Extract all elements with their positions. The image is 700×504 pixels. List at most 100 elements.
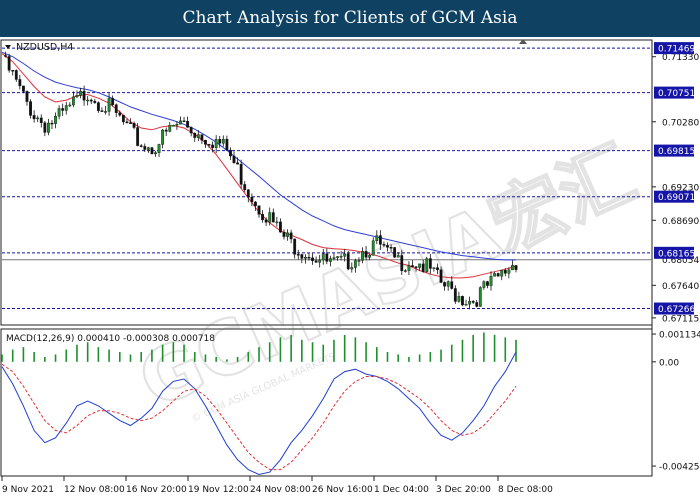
- candle-body[interactable]: [457, 296, 461, 302]
- candle-body[interactable]: [25, 91, 29, 102]
- candle-body[interactable]: [286, 232, 289, 237]
- candle-body[interactable]: [229, 149, 232, 157]
- candle-body[interactable]: [207, 144, 211, 146]
- chart-area[interactable]: GCMASIA宏汇 © GCM ASIA GLOBAL MARKETS 0.71…: [0, 37, 700, 500]
- candle-body[interactable]: [182, 120, 186, 123]
- candle-body[interactable]: [143, 146, 147, 150]
- candle-body[interactable]: [254, 201, 257, 206]
- candle-body[interactable]: [511, 265, 514, 271]
- candle-body[interactable]: [111, 98, 115, 105]
- candle-body[interactable]: [446, 281, 450, 287]
- candle-body[interactable]: [371, 240, 375, 256]
- candle-body[interactable]: [36, 117, 40, 120]
- candle-body[interactable]: [232, 155, 236, 163]
- candle-body[interactable]: [257, 205, 261, 215]
- candle-body[interactable]: [364, 251, 368, 258]
- candle-body[interactable]: [332, 257, 336, 259]
- candle-body[interactable]: [164, 129, 168, 132]
- candle-body[interactable]: [89, 99, 93, 102]
- candle-body[interactable]: [482, 281, 486, 288]
- candle-body[interactable]: [86, 99, 90, 102]
- candle-body[interactable]: [121, 114, 125, 123]
- candle-body[interactable]: [432, 267, 436, 269]
- candle-body[interactable]: [361, 251, 364, 261]
- candle-body[interactable]: [514, 265, 518, 270]
- candle-body[interactable]: [386, 245, 389, 248]
- candle-body[interactable]: [129, 122, 132, 124]
- candle-body[interactable]: [71, 96, 75, 106]
- candle-body[interactable]: [425, 258, 429, 272]
- candle-body[interactable]: [175, 123, 179, 126]
- candle-body[interactable]: [225, 138, 229, 151]
- candle-body[interactable]: [389, 247, 393, 249]
- candle-body[interactable]: [64, 105, 68, 111]
- candle-body[interactable]: [461, 296, 464, 306]
- candle-body[interactable]: [357, 260, 361, 262]
- candle-body[interactable]: [107, 98, 111, 112]
- candle-body[interactable]: [346, 253, 350, 270]
- candle-body[interactable]: [61, 108, 65, 111]
- candle-body[interactable]: [311, 257, 314, 261]
- candle-body[interactable]: [400, 255, 404, 272]
- candle-body[interactable]: [139, 145, 143, 147]
- candle-body[interactable]: [475, 302, 479, 307]
- candle-body[interactable]: [104, 111, 107, 113]
- candle-body[interactable]: [275, 221, 279, 224]
- candle-body[interactable]: [382, 244, 386, 246]
- candle-body[interactable]: [14, 70, 18, 80]
- candle-body[interactable]: [321, 253, 325, 261]
- candle-body[interactable]: [468, 301, 471, 305]
- price-panel[interactable]: [0, 39, 653, 326]
- candle-body[interactable]: [7, 56, 11, 71]
- candle-body[interactable]: [43, 122, 47, 133]
- symbol-dropdown-icon[interactable]: [5, 45, 11, 49]
- candle-body[interactable]: [279, 221, 282, 233]
- candle-body[interactable]: [353, 260, 357, 268]
- candle-body[interactable]: [300, 254, 304, 259]
- candle-body[interactable]: [4, 55, 7, 57]
- candle-body[interactable]: [196, 134, 200, 138]
- candle-body[interactable]: [125, 121, 129, 124]
- candle-body[interactable]: [325, 253, 329, 262]
- candle-body[interactable]: [436, 267, 439, 270]
- candle-body[interactable]: [339, 256, 343, 258]
- candle-body[interactable]: [57, 108, 61, 117]
- candle-body[interactable]: [32, 115, 36, 120]
- candle-body[interactable]: [154, 152, 157, 155]
- candle-body[interactable]: [307, 257, 311, 259]
- candle-body[interactable]: [268, 212, 272, 223]
- candle-body[interactable]: [271, 212, 275, 223]
- nzdusd-chart[interactable]: GCMASIA宏汇 © GCM ASIA GLOBAL MARKETS 0.71…: [0, 37, 700, 500]
- candle-body[interactable]: [503, 270, 507, 274]
- candle-body[interactable]: [414, 266, 418, 268]
- candle-body[interactable]: [100, 110, 104, 112]
- candle-body[interactable]: [246, 189, 250, 198]
- candle-body[interactable]: [393, 247, 397, 258]
- candle-body[interactable]: [132, 123, 136, 128]
- candle-body[interactable]: [200, 134, 204, 141]
- candle-body[interactable]: [411, 265, 414, 267]
- candle-body[interactable]: [336, 256, 339, 258]
- candle-body[interactable]: [314, 260, 318, 263]
- candle-body[interactable]: [150, 147, 154, 155]
- symbol-header[interactable]: NZDUSD,H4: [5, 42, 73, 53]
- candle-body[interactable]: [375, 235, 379, 241]
- candle-body[interactable]: [211, 144, 214, 148]
- candle-body[interactable]: [136, 127, 140, 146]
- candle-body[interactable]: [261, 214, 264, 221]
- candle-body[interactable]: [289, 232, 293, 240]
- panel-shift-icon[interactable]: [519, 39, 527, 44]
- candle-body[interactable]: [293, 238, 297, 255]
- candle-body[interactable]: [79, 90, 82, 96]
- candle-body[interactable]: [396, 255, 400, 258]
- candle-body[interactable]: [47, 122, 50, 133]
- candle-body[interactable]: [471, 301, 475, 303]
- candle-body[interactable]: [250, 197, 254, 203]
- candle-body[interactable]: [239, 163, 243, 185]
- candles[interactable]: [4, 51, 518, 310]
- candle-body[interactable]: [368, 255, 372, 258]
- candle-body[interactable]: [114, 104, 118, 113]
- candle-body[interactable]: [378, 235, 382, 245]
- candle-body[interactable]: [11, 70, 15, 72]
- candle-body[interactable]: [507, 269, 511, 274]
